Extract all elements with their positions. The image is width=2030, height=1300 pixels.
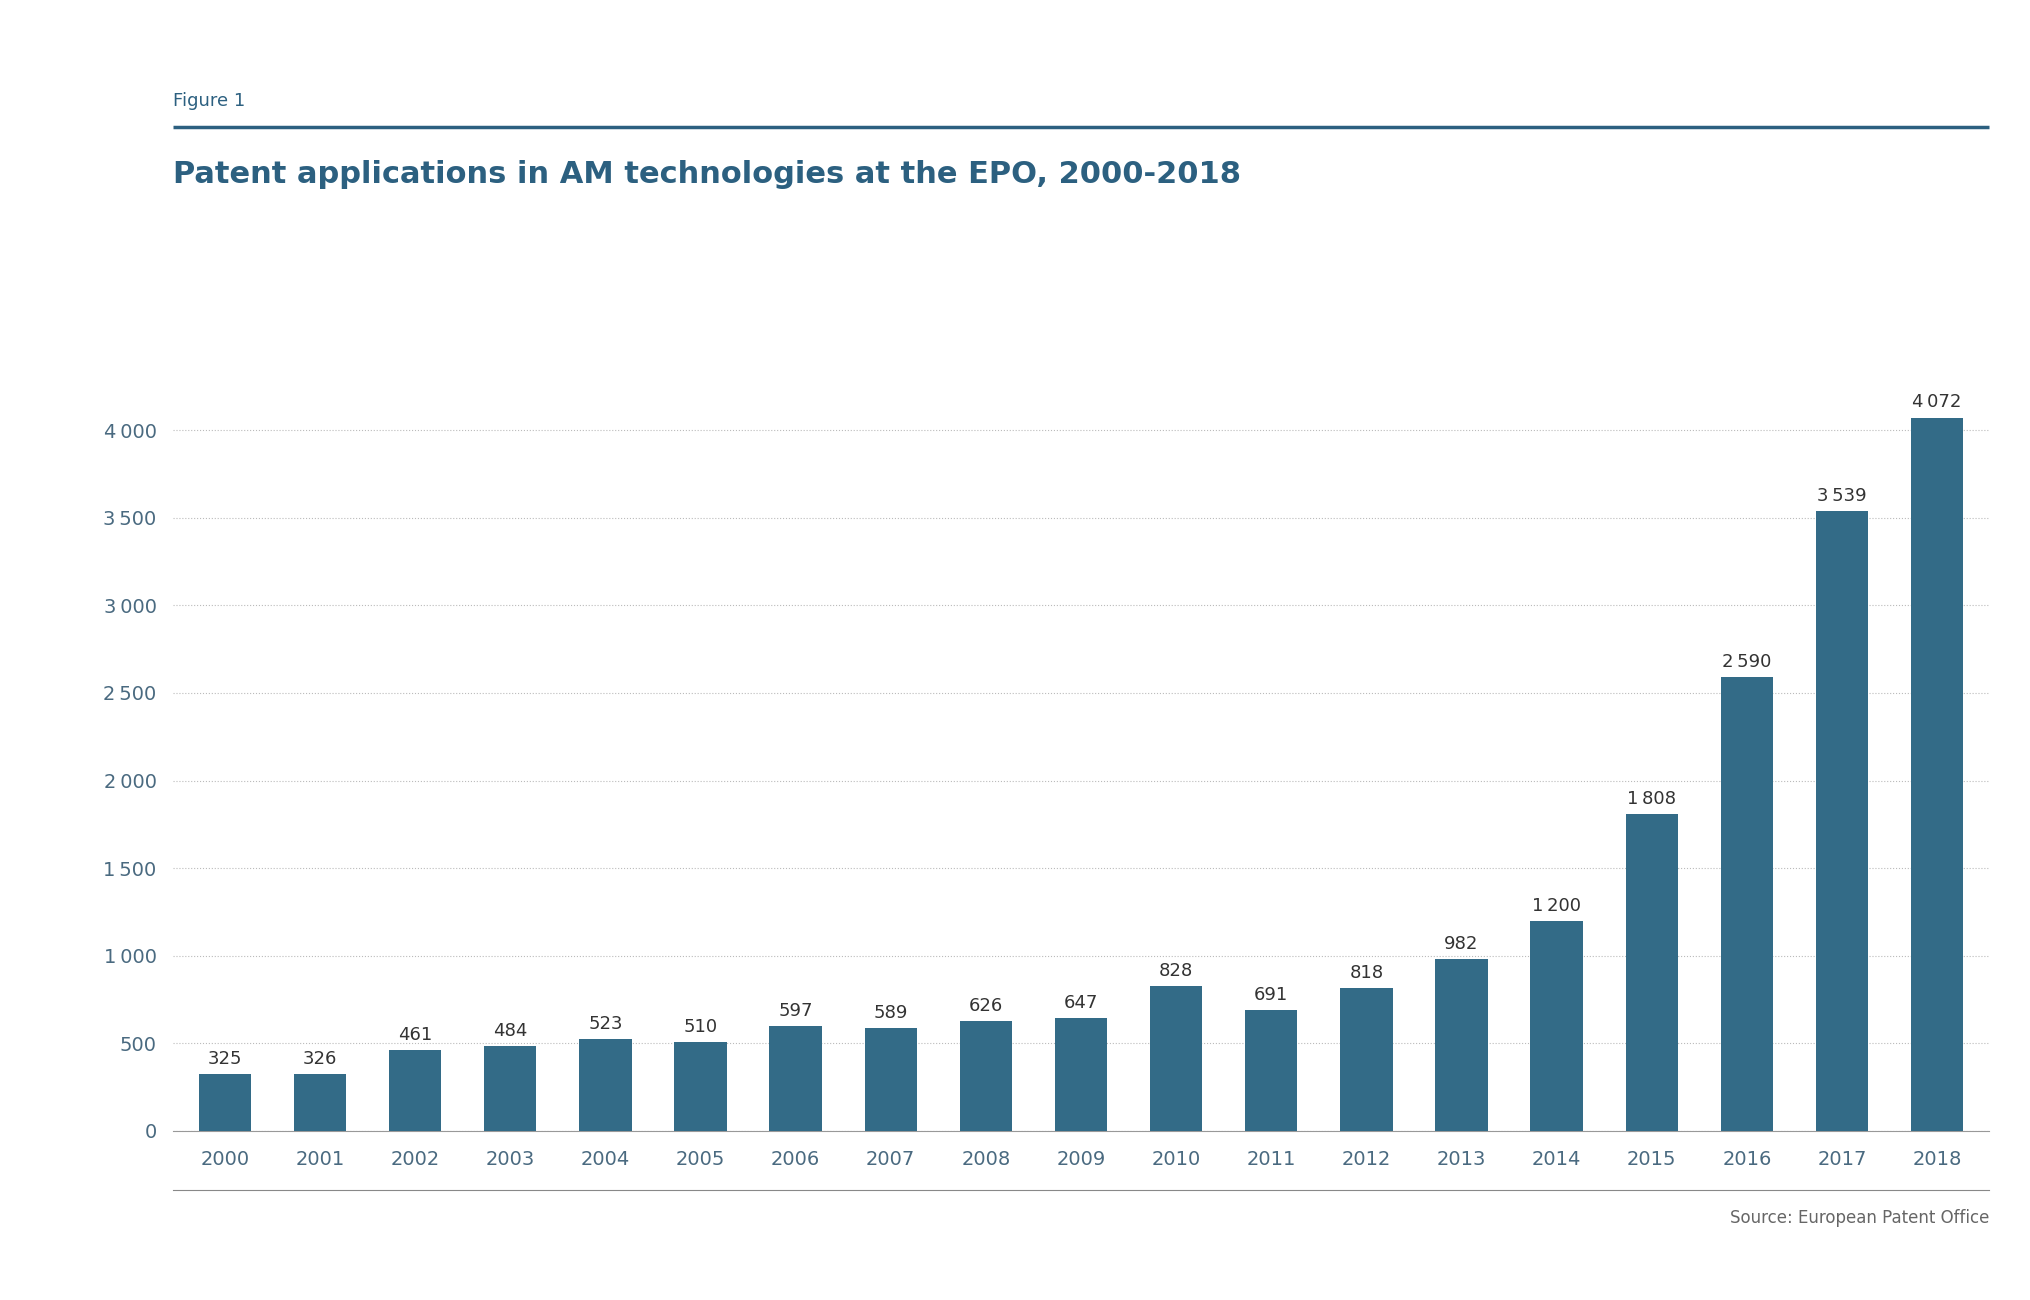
Text: Source: European Patent Office: Source: European Patent Office bbox=[1730, 1209, 1989, 1227]
Text: 3 539: 3 539 bbox=[1817, 486, 1868, 504]
Text: 647: 647 bbox=[1064, 993, 1098, 1011]
Text: 4 072: 4 072 bbox=[1912, 394, 1961, 411]
Text: Figure 1: Figure 1 bbox=[173, 92, 246, 111]
Text: 523: 523 bbox=[589, 1015, 623, 1034]
Text: 326: 326 bbox=[302, 1049, 337, 1067]
Bar bbox=[390, 1050, 441, 1131]
Bar bbox=[1721, 677, 1772, 1131]
Bar bbox=[199, 1074, 252, 1131]
Text: Patent applications in AM technologies at the EPO, 2000-2018: Patent applications in AM technologies a… bbox=[173, 160, 1240, 188]
Bar bbox=[1626, 814, 1679, 1131]
Text: 2 590: 2 590 bbox=[1721, 653, 1772, 671]
Bar bbox=[294, 1074, 347, 1131]
Bar bbox=[674, 1041, 727, 1131]
Text: 461: 461 bbox=[398, 1026, 432, 1044]
Text: 1 808: 1 808 bbox=[1628, 790, 1677, 809]
Text: 818: 818 bbox=[1350, 963, 1382, 982]
Bar bbox=[769, 1027, 822, 1131]
Bar bbox=[1435, 959, 1488, 1131]
Bar bbox=[1244, 1010, 1297, 1131]
Text: 626: 626 bbox=[968, 997, 1003, 1015]
Text: 510: 510 bbox=[684, 1018, 717, 1036]
Text: 325: 325 bbox=[207, 1050, 242, 1067]
Bar bbox=[1149, 985, 1202, 1131]
Bar bbox=[483, 1046, 536, 1131]
Bar bbox=[1815, 511, 1868, 1131]
Bar bbox=[960, 1022, 1013, 1131]
Text: 691: 691 bbox=[1255, 985, 1289, 1004]
Bar bbox=[1056, 1018, 1106, 1131]
Text: 484: 484 bbox=[493, 1022, 528, 1040]
Text: 982: 982 bbox=[1443, 935, 1478, 953]
Text: 1 200: 1 200 bbox=[1533, 897, 1581, 915]
Text: 828: 828 bbox=[1159, 962, 1194, 980]
Text: 597: 597 bbox=[777, 1002, 812, 1021]
Bar bbox=[1910, 417, 1963, 1131]
Bar bbox=[1531, 920, 1583, 1131]
Bar bbox=[1340, 988, 1393, 1131]
Text: 589: 589 bbox=[873, 1004, 907, 1022]
Bar bbox=[579, 1040, 631, 1131]
Bar bbox=[865, 1028, 918, 1131]
